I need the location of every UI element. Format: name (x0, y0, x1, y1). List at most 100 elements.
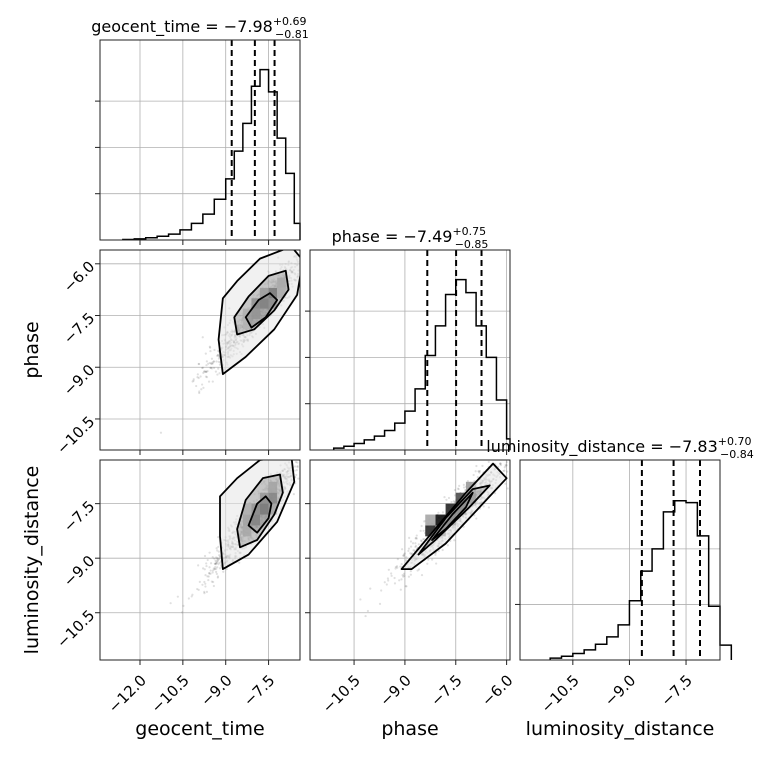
panel-frame (309, 459, 511, 661)
scatter-point (441, 548, 444, 552)
scatter-point (412, 549, 415, 552)
scatter-point (427, 558, 430, 561)
x-tick-label: −9.0 (197, 671, 235, 709)
scatter-point (409, 552, 412, 555)
scatter-point (426, 562, 429, 565)
scatter-point (505, 461, 508, 464)
histogram-step (332, 278, 511, 450)
scatter-point (359, 598, 362, 601)
scatter-point (487, 506, 490, 509)
scatter-point (195, 384, 198, 388)
histogram-panel-geocent_time (95, 39, 301, 245)
scatter-point (402, 553, 406, 556)
scatter-point (209, 350, 212, 353)
scatter-point (405, 559, 408, 562)
x-tick-label: −9.0 (376, 671, 414, 709)
scatter-point (487, 460, 490, 463)
scatter-point (499, 462, 502, 465)
scatter-point (387, 579, 390, 582)
scatter-point (197, 362, 200, 366)
y-axis-label-luminosity_distance: luminosity_distance (21, 466, 43, 655)
scatter-point (415, 534, 418, 537)
scatter-point (386, 577, 390, 580)
x-tick-label: −10.5 (148, 671, 193, 716)
panel-frame (519, 459, 721, 661)
density-cell (425, 514, 436, 526)
scatter-point (416, 569, 419, 572)
scatter-point (505, 464, 508, 467)
histogram-title-luminosity_distance: luminosity_distance = −7.83+0.70 −0.84 (486, 435, 753, 461)
scatter-point (505, 470, 509, 473)
scatter-point (417, 543, 420, 546)
scatter-point (211, 361, 214, 364)
scatter-point (457, 488, 460, 491)
scatter-point (409, 570, 412, 573)
title-error-minus: −0.85 (455, 238, 489, 251)
scatter-point (402, 572, 406, 575)
scatter-point (443, 495, 446, 499)
scatter-point (212, 366, 216, 370)
scatter-point (475, 464, 478, 468)
scatter-point (204, 370, 208, 373)
scatter-point (453, 539, 456, 542)
scatter-point (238, 561, 241, 564)
scatter-point (200, 388, 203, 391)
scatter-point (400, 562, 403, 566)
scatter-point (493, 492, 497, 495)
x-tick-label: −9.0 (601, 671, 639, 709)
scatter-point (214, 563, 217, 566)
scatter-point (297, 477, 300, 480)
scatter-point (198, 390, 201, 393)
scatter-point (209, 366, 212, 369)
scatter-point (437, 511, 440, 514)
scatter-point (204, 370, 207, 373)
scatter-point (201, 583, 204, 586)
title-value: geocent_time = −7.98 (91, 17, 273, 37)
density-cell (445, 503, 456, 515)
contour-line (247, 495, 273, 534)
scatter-point (380, 589, 383, 592)
scatter-point (431, 558, 434, 561)
title-error-plus: +0.75 (452, 225, 486, 238)
scatter-point (211, 571, 214, 574)
scatter-point (212, 584, 215, 588)
scatter-point (209, 366, 212, 370)
scatter-point (369, 587, 372, 590)
scatter-point (182, 604, 185, 607)
scatter-point (198, 580, 201, 583)
scatter-point (203, 580, 206, 584)
scatter-point (502, 469, 505, 473)
y-tick-label: −7.5 (60, 497, 98, 535)
y-axis-label-phase: phase (21, 321, 43, 378)
scatter-point (402, 554, 405, 557)
scatter-point (405, 585, 408, 588)
scatter-point (414, 542, 417, 545)
panel-frame (99, 249, 301, 451)
scatter-point (208, 345, 211, 348)
scatter-point (201, 336, 204, 339)
x-axis-label-geocent_time: geocent_time (135, 718, 264, 740)
scatter-point (190, 595, 193, 598)
scatter-point (205, 376, 209, 379)
y-tick-label: −10.5 (53, 606, 98, 651)
scatter-point (211, 569, 215, 572)
scatter-point (218, 554, 221, 557)
scatter-point (218, 561, 221, 565)
scatter-point (197, 564, 200, 567)
scatter-point (192, 378, 195, 381)
scatter-point (419, 529, 422, 532)
title-value: luminosity_distance = −7.83 (486, 437, 717, 457)
scatter-point (207, 380, 211, 383)
scatter-point (218, 557, 221, 561)
y-tick-label: −10.5 (53, 413, 98, 458)
scatter-point (206, 369, 209, 373)
y-tick-label: −6.0 (60, 257, 98, 295)
density-cell (435, 514, 446, 526)
title-error-minus: −0.81 (275, 28, 309, 41)
scatter-point (475, 517, 478, 520)
scatter-point (413, 549, 416, 552)
scatter-point (169, 602, 172, 605)
title-error-minus: −0.84 (720, 448, 754, 461)
scatter-point (197, 362, 201, 366)
